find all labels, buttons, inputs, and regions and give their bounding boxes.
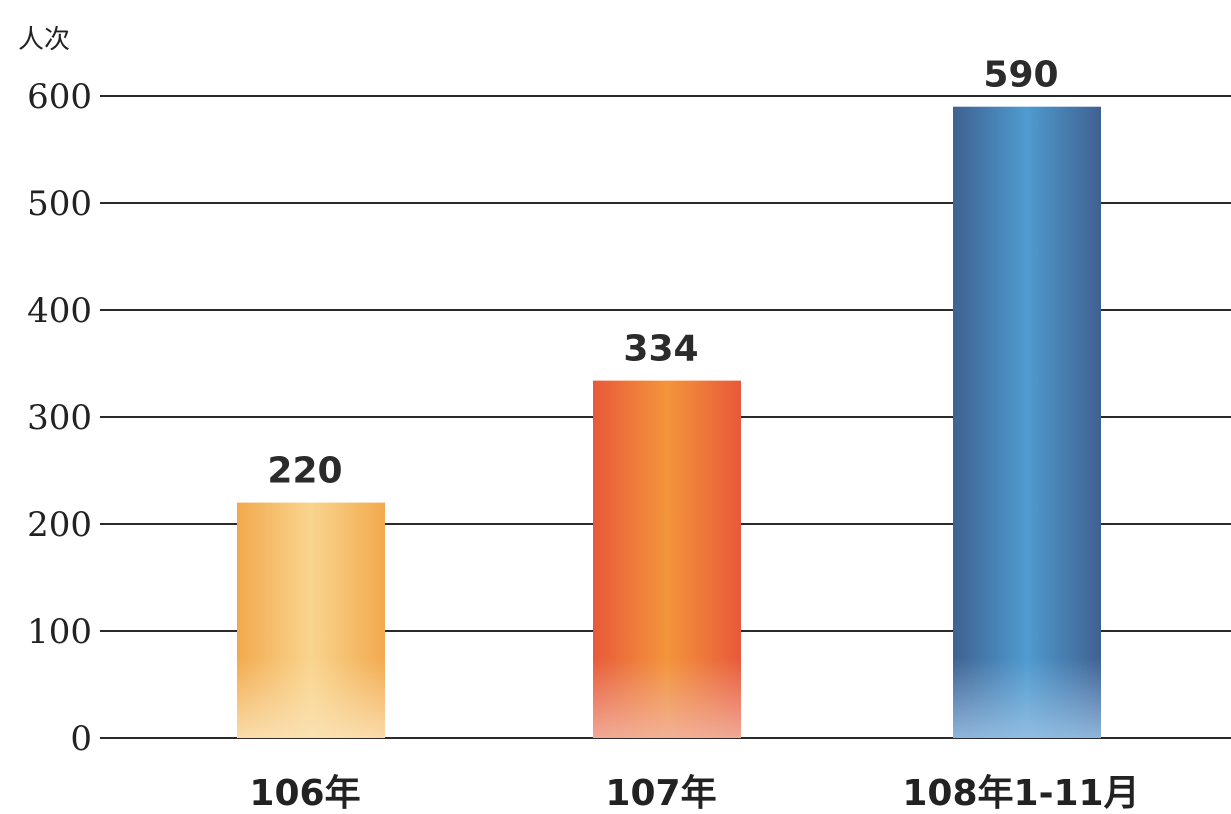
y-tick-label: 300 xyxy=(27,398,92,438)
y-tick-label: 500 xyxy=(27,184,92,224)
x-category-label: 107年 xyxy=(605,773,716,814)
bar-base-glow xyxy=(593,658,741,738)
y-axis-unit-label: 人次 xyxy=(18,25,70,55)
value-labels: 220 334 590 xyxy=(267,55,1058,492)
y-tick-label: 100 xyxy=(27,612,92,652)
bar-value-label: 590 xyxy=(983,55,1058,96)
bars xyxy=(237,106,1101,738)
x-category-label: 106年 xyxy=(249,773,360,814)
y-tick-label: 400 xyxy=(27,291,92,331)
bar-value-label: 220 xyxy=(267,451,342,492)
bar xyxy=(953,106,1101,738)
y-tick-label: 200 xyxy=(27,505,92,545)
x-axis-labels: 106年 107年 108年1-11月 xyxy=(249,773,1139,814)
bar-value-label: 334 xyxy=(623,329,698,370)
y-tick-label: 600 xyxy=(27,77,92,117)
bar-fill xyxy=(953,106,1101,738)
y-tick-label: 0 xyxy=(70,719,92,759)
bar-base-glow xyxy=(953,658,1101,738)
bar-base-glow xyxy=(237,658,385,738)
x-category-label: 108年1-11月 xyxy=(902,773,1139,814)
bar xyxy=(237,502,385,738)
y-axis-ticks: 0 100 200 300 400 500 600 xyxy=(27,77,92,759)
bar xyxy=(593,380,741,738)
